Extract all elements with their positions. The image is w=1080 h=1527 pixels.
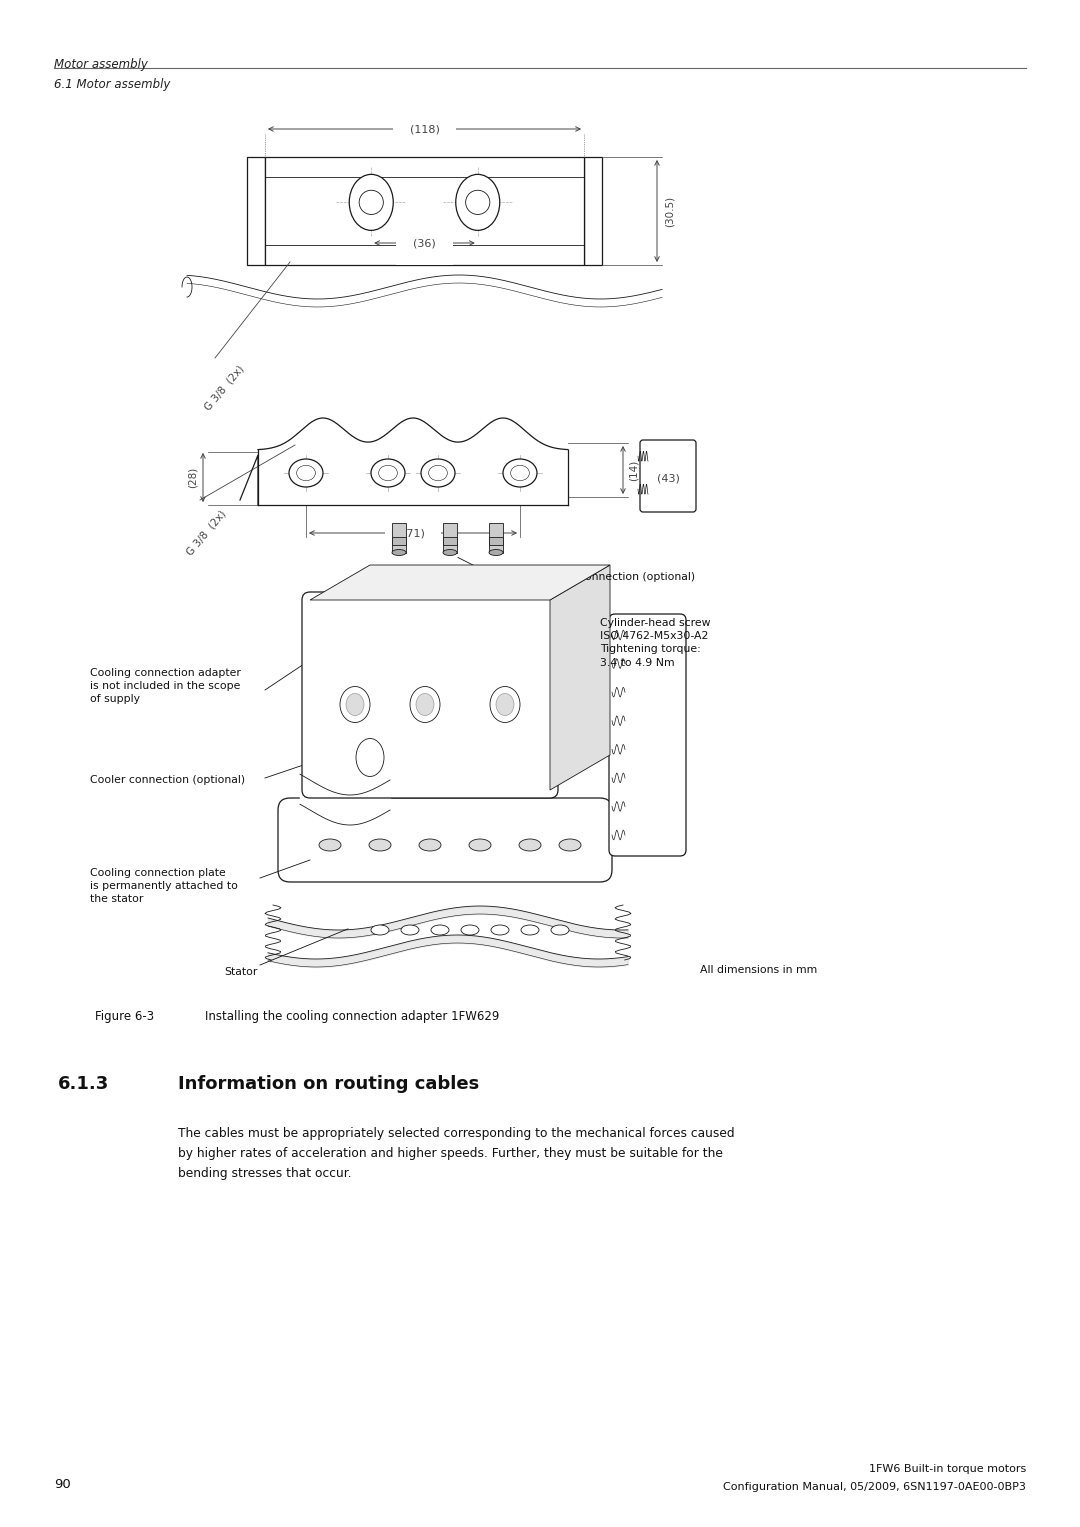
Polygon shape — [310, 565, 610, 600]
Ellipse shape — [356, 739, 384, 777]
Text: G 3/8  (2x): G 3/8 (2x) — [203, 363, 246, 412]
Ellipse shape — [297, 466, 315, 481]
Ellipse shape — [511, 466, 529, 481]
FancyBboxPatch shape — [640, 440, 696, 512]
Ellipse shape — [461, 925, 480, 935]
Ellipse shape — [340, 687, 370, 722]
Text: by higher rates of acceleration and higher speeds. Further, they must be suitabl: by higher rates of acceleration and high… — [178, 1147, 723, 1161]
Bar — [392, 522, 406, 553]
Text: All dimensions in mm: All dimensions in mm — [700, 965, 818, 976]
Ellipse shape — [503, 460, 537, 487]
Text: 6.1 Motor assembly: 6.1 Motor assembly — [54, 78, 171, 92]
Ellipse shape — [401, 925, 419, 935]
Text: The cables must be appropriately selected corresponding to the mechanical forces: The cables must be appropriately selecte… — [178, 1127, 734, 1141]
Text: (118): (118) — [409, 124, 440, 134]
Bar — [247, 157, 265, 266]
Ellipse shape — [496, 693, 514, 716]
Bar — [392, 536, 406, 545]
Ellipse shape — [421, 460, 455, 487]
Text: Cooling connection plate
is permanently attached to
the stator: Cooling connection plate is permanently … — [90, 867, 238, 904]
Text: (71): (71) — [402, 528, 424, 538]
FancyBboxPatch shape — [302, 592, 558, 799]
Ellipse shape — [443, 550, 457, 556]
Text: Installing the cooling connection adapter 1FW629: Installing the cooling connection adapte… — [190, 1009, 499, 1023]
Ellipse shape — [416, 693, 434, 716]
Text: (43): (43) — [657, 473, 679, 484]
Ellipse shape — [372, 460, 405, 487]
Ellipse shape — [346, 693, 364, 716]
Bar — [489, 536, 503, 545]
Text: Cooling connection adapter
is not included in the scope
of supply: Cooling connection adapter is not includ… — [90, 667, 241, 704]
Bar — [443, 522, 457, 553]
Text: 6.1.3: 6.1.3 — [58, 1075, 109, 1093]
Text: 1FW6 Built-in torque motors: 1FW6 Built-in torque motors — [868, 1464, 1026, 1474]
Text: Cooler connection (optional): Cooler connection (optional) — [540, 573, 696, 582]
Ellipse shape — [349, 174, 393, 231]
Ellipse shape — [456, 174, 500, 231]
Ellipse shape — [369, 838, 391, 851]
Ellipse shape — [410, 687, 440, 722]
Circle shape — [465, 191, 490, 214]
Bar — [443, 536, 457, 545]
Text: (14): (14) — [629, 460, 639, 481]
Ellipse shape — [551, 925, 569, 935]
Ellipse shape — [319, 838, 341, 851]
Text: bending stresses that occur.: bending stresses that occur. — [178, 1167, 352, 1180]
Ellipse shape — [469, 838, 491, 851]
Bar — [584, 157, 602, 266]
Text: Cooler connection (optional): Cooler connection (optional) — [90, 776, 245, 785]
Text: Figure 6-3: Figure 6-3 — [95, 1009, 154, 1023]
Text: Configuration Manual, 05/2009, 6SN1197-0AE00-0BP3: Configuration Manual, 05/2009, 6SN1197-0… — [724, 1483, 1026, 1492]
Ellipse shape — [521, 925, 539, 935]
Ellipse shape — [489, 550, 503, 556]
Circle shape — [360, 191, 383, 214]
Ellipse shape — [379, 466, 397, 481]
Ellipse shape — [559, 838, 581, 851]
Text: (36): (36) — [414, 238, 436, 247]
FancyBboxPatch shape — [609, 614, 686, 857]
Text: Cylinder-head screw
ISO 4762-M5x30-A2
Tightening torque:
3.4 to 4.9 Nm: Cylinder-head screw ISO 4762-M5x30-A2 Ti… — [600, 618, 711, 667]
Ellipse shape — [429, 466, 447, 481]
Text: Information on routing cables: Information on routing cables — [178, 1075, 480, 1093]
FancyBboxPatch shape — [278, 799, 612, 883]
Ellipse shape — [392, 550, 406, 556]
Text: Stator: Stator — [225, 967, 258, 977]
Ellipse shape — [519, 838, 541, 851]
Ellipse shape — [289, 460, 323, 487]
Bar — [489, 522, 503, 553]
Ellipse shape — [490, 687, 519, 722]
Bar — [265, 157, 584, 266]
Text: Motor assembly: Motor assembly — [54, 58, 148, 70]
Text: (28): (28) — [188, 467, 198, 489]
Polygon shape — [550, 565, 610, 789]
Text: 90: 90 — [54, 1478, 71, 1490]
Ellipse shape — [491, 925, 509, 935]
Text: G 3/8  (2x): G 3/8 (2x) — [185, 508, 228, 557]
Ellipse shape — [431, 925, 449, 935]
Text: (30.5): (30.5) — [665, 195, 675, 226]
Ellipse shape — [419, 838, 441, 851]
Ellipse shape — [372, 925, 389, 935]
